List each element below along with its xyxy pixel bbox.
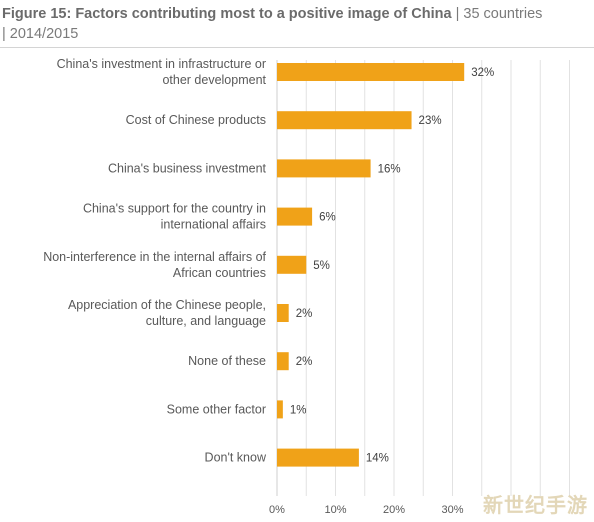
x-tick-label: 20% [383,504,405,516]
category-label-line: African countries [173,266,266,280]
category-label: Some other factor [167,402,266,416]
bar-value-label: 6% [319,212,336,224]
bar-value-label: 2% [296,308,313,320]
category-label: China's investment in infrastructure or o… [57,57,267,87]
x-tick-label: 10% [324,504,346,516]
category-label-line: Cost of Chinese products [126,113,266,127]
bar [277,207,313,226]
chart-subtitle-countries: | 35 countries [455,6,543,22]
bar-value-label: 32% [471,67,494,79]
category-label-line: other development [162,73,266,87]
chart-subtitle-years: | 2014/2015 [2,26,79,42]
bar-value-label: 23% [419,115,442,127]
bar [277,304,289,322]
category-label: Non-interference in the internal affairs… [43,250,266,280]
bar [277,448,359,467]
category-label: China's business investment [108,161,267,175]
category-label: Appreciation of the Chinese people, cultu… [68,298,266,328]
category-label-line: China's business investment [108,161,267,175]
category-label: None of these [188,354,266,368]
category-label-line: international affairs [161,218,266,232]
category-label-line: Non-interference in the internal affairs… [43,250,266,264]
chart-title: Figure 15: Factors contributing most to … [2,6,452,22]
category-label: China's support for the country in intern… [83,202,266,232]
category-label-line: culture, and language [146,314,266,328]
bar-value-label: 16% [378,163,401,175]
title-divider [0,47,594,48]
bar-value-label: 14% [366,453,389,465]
bar [277,159,371,178]
category-label-line: Appreciation of the Chinese people, [68,298,266,312]
bar [277,63,465,81]
bar-value-label: 5% [313,260,330,272]
category-label-line: China's investment in infrastructure or [57,57,266,71]
category-label: Don't know [205,451,267,465]
bar [277,111,412,130]
bar [277,352,289,371]
category-label-line: Some other factor [167,402,266,416]
bar-value-label: 2% [296,356,313,368]
bar [277,255,307,274]
category-label-line: China's support for the country in [83,202,266,216]
x-tick-label: 0% [269,504,285,516]
watermark-logo: 新世纪手游 [483,493,588,517]
category-label: Cost of Chinese products [126,113,266,127]
category-label-line: Don't know [205,451,267,465]
chart-title-block: Figure 15: Factors contributing most to … [2,4,582,44]
bar [277,400,283,419]
category-label-line: None of these [188,354,266,368]
bar-value-label: 1% [290,404,307,416]
x-tick-label: 30% [441,504,463,516]
